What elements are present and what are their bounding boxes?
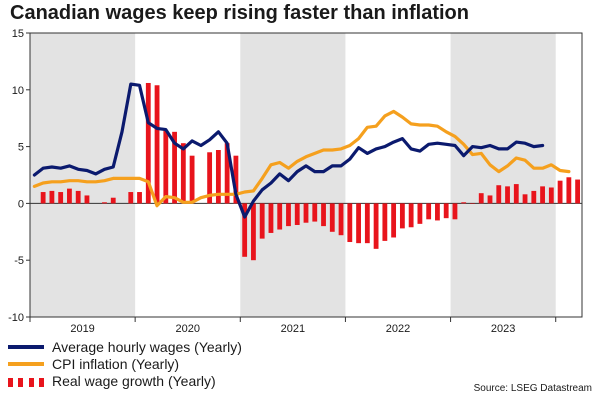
real-wage-bar (522, 194, 528, 204)
tick-labels: -10 -5 0 5 10 15 2019 2020 2021 2022 2023 (8, 28, 515, 335)
real-wage-bar (426, 203, 432, 220)
x-tick-label-2020: 2020 (175, 323, 199, 335)
real-wage-bar (321, 203, 326, 227)
real-wage-bar (277, 203, 283, 230)
legend-label-cpi: CPI inflation (Yearly) (52, 355, 180, 372)
real-wage-bar (540, 186, 545, 204)
series-lines (32, 82, 571, 219)
real-wage-bar (163, 130, 169, 204)
source-note: Source: LSEG Datastream (473, 383, 592, 394)
real-wage-bar (67, 188, 72, 204)
legend-label-real-wage: Real wage growth (Yearly) (52, 372, 216, 389)
real-wage-bar (268, 203, 274, 233)
real-wage-bar (294, 203, 300, 225)
real-wage-bar (548, 187, 554, 204)
real-wage-bar (286, 203, 291, 227)
y-tick-label: -5 (14, 255, 24, 267)
real-wage-bar (417, 203, 423, 224)
real-wage-bar (496, 185, 502, 204)
x-tick-label-2023: 2023 (491, 323, 515, 335)
real-wage-bar (408, 203, 414, 228)
x-tick-label-2021: 2021 (281, 323, 305, 335)
real-wage-bar (461, 202, 467, 204)
real-wage-bar (40, 192, 46, 204)
real-wage-bar (505, 186, 510, 204)
real-wage-bar (84, 195, 90, 204)
real-wage-bar (364, 203, 370, 244)
wages-line (32, 82, 545, 219)
x-tick-label-2019: 2019 (70, 323, 94, 335)
real-wage-bar (137, 192, 142, 204)
legend-item-cpi: CPI inflation (Yearly) (8, 355, 242, 372)
y-tick-label: 0 (18, 198, 24, 210)
real-wage-bar (513, 184, 519, 204)
real-wage-bar (303, 203, 309, 223)
real-wage-bar (224, 143, 230, 204)
real-wage-bar (242, 203, 248, 257)
real-wage-bar (180, 143, 186, 204)
real-wage-bar (312, 203, 318, 222)
real-wage-bar (566, 177, 572, 204)
real-wage-bar (399, 203, 405, 229)
real-wage-bar (435, 203, 440, 221)
real-wage-bar (470, 203, 475, 204)
cpi-line (32, 109, 571, 208)
real-wage-bar (75, 190, 81, 204)
real-wage-bar (338, 203, 344, 236)
legend: Average hourly wages (Yearly) CPI inflat… (8, 338, 242, 389)
legend-item-real-wage: Real wage growth (Yearly) (8, 372, 242, 389)
chart-title: Canadian wages keep rising faster than i… (10, 2, 469, 24)
real-wage-bars (40, 82, 581, 261)
real-wage-bar (128, 192, 134, 204)
legend-label-wages: Average hourly wages (Yearly) (52, 338, 242, 355)
real-wage-bar (329, 203, 335, 232)
real-wage-bar (373, 203, 379, 249)
real-wage-bar (382, 203, 388, 241)
real-wage-bar (154, 85, 160, 204)
real-wage-bar (215, 150, 221, 204)
y-tick-label: -10 (8, 312, 24, 324)
real-wage-bar (391, 203, 397, 238)
cpi-swatch (8, 361, 44, 366)
real-wage-bar (189, 155, 195, 204)
real-wage-bar (356, 203, 361, 244)
x-tick-label-2022: 2022 (386, 323, 410, 335)
real-wage-bar (207, 152, 213, 204)
y-tick-label: 5 (18, 142, 24, 154)
real-wage-bar (487, 195, 493, 204)
real-wage-bar (102, 202, 107, 204)
shade-2023 (450, 33, 556, 317)
real-wage-swatch (8, 375, 44, 387)
real-wage-bar (443, 203, 449, 219)
plot-frame (29, 32, 583, 318)
real-wage-bar (58, 192, 64, 204)
real-wage-bar (145, 82, 151, 204)
real-wage-bar (347, 203, 353, 243)
real-wage-bar (233, 155, 239, 204)
real-wage-bar (575, 179, 581, 204)
real-wage-bar (172, 131, 177, 204)
real-wage-bar (259, 203, 265, 239)
real-wage-bar (557, 180, 563, 204)
y-tick-label: 15 (12, 28, 24, 40)
y-tick-label: 10 (12, 85, 24, 97)
shade-2019 (30, 33, 136, 317)
real-wage-bar (531, 190, 537, 204)
real-wage-bar (452, 203, 458, 220)
real-wage-bar (251, 203, 256, 261)
real-wage-bar (49, 190, 55, 204)
wages-swatch (8, 344, 44, 349)
legend-item-wages: Average hourly wages (Yearly) (8, 338, 242, 355)
real-wage-bar (110, 197, 116, 204)
real-wage-bar (478, 193, 484, 204)
